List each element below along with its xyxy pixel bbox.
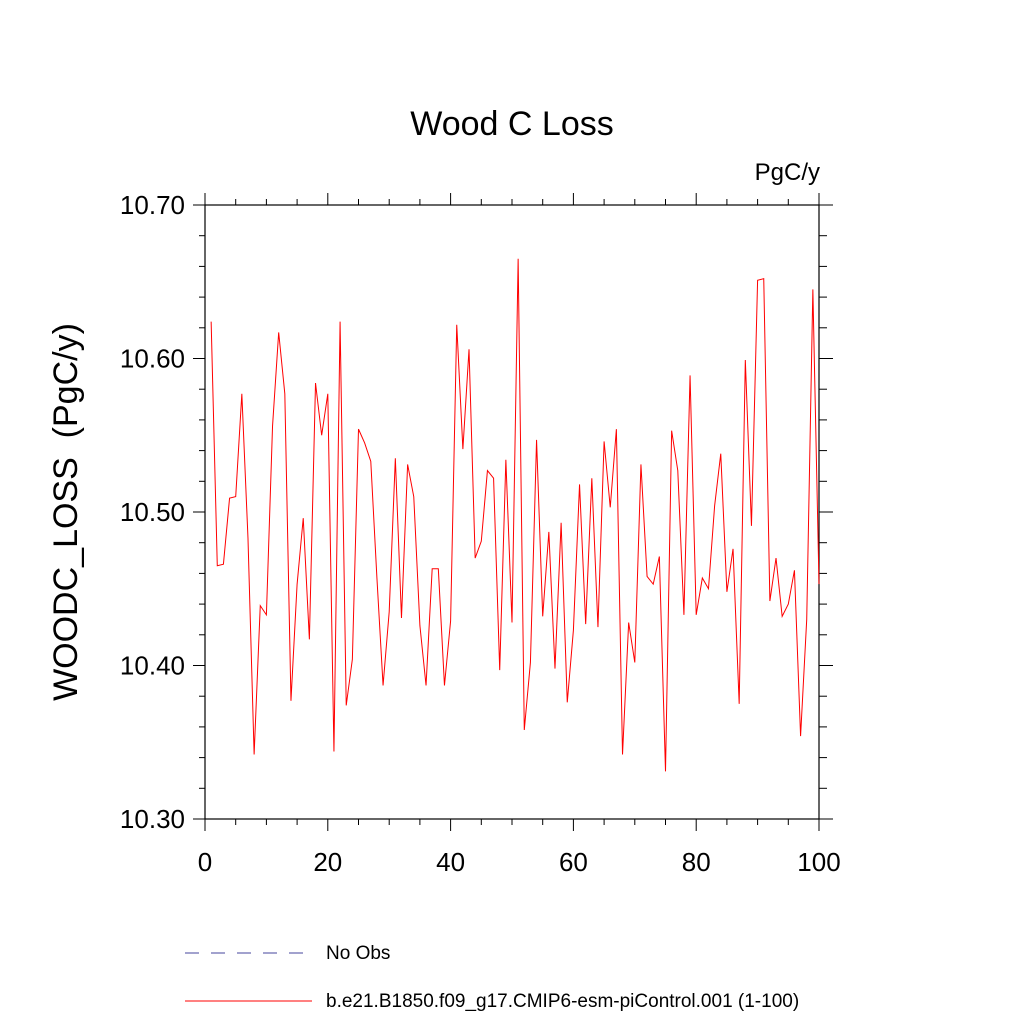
- y-tick-label: 10.40: [120, 651, 185, 681]
- units-label: PgC/y: [755, 159, 820, 186]
- y-tick-label: 10.60: [120, 344, 185, 374]
- x-tick-label: 0: [198, 847, 212, 877]
- legend-label-model: b.e21.B1850.f09_g17.CMIP6-esm-piControl.…: [326, 991, 799, 1012]
- legend-label-no-obs: No Obs: [326, 943, 390, 964]
- legend: No Obs b.e21.B1850.f09_g17.CMIP6-esm-piC…: [185, 943, 799, 1012]
- x-tick-label: 100: [797, 847, 840, 877]
- y-axis-label: WOODC_LOSS (PgC/y): [47, 323, 85, 701]
- x-tick-label: 20: [313, 847, 342, 877]
- plot-frame: [204, 204, 820, 820]
- y-tick-label: 10.50: [120, 497, 185, 527]
- axis-ticks: [193, 193, 833, 831]
- y-tick-label: 10.30: [120, 804, 185, 834]
- x-tick-label: 80: [682, 847, 711, 877]
- series-line: [210, 258, 820, 772]
- x-tick-label: 60: [559, 847, 588, 877]
- series-layer: [210, 258, 820, 772]
- y-tick-label: 10.70: [120, 190, 185, 220]
- chart-title: Wood C Loss: [410, 105, 613, 143]
- x-tick-label: 40: [436, 847, 465, 877]
- axis-tick-labels: 0 20 40 60 80 100 10.30 10.40 10.50 10.60 10.70: [120, 190, 841, 877]
